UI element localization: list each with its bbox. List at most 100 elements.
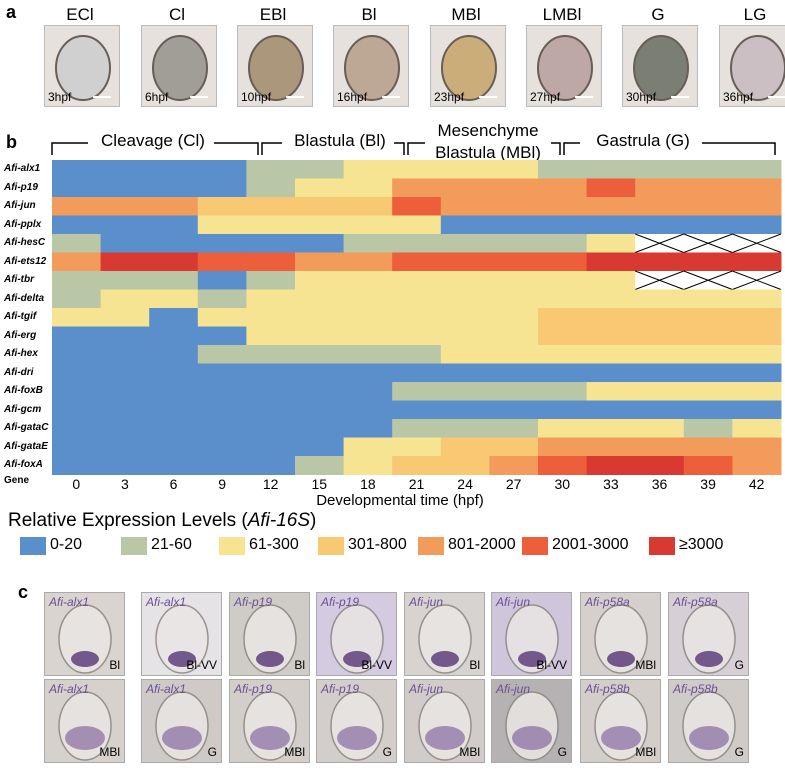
heatmap-cell	[246, 197, 296, 216]
heatmap-cell	[295, 160, 345, 179]
gene-label: Afi-gcm	[4, 403, 42, 415]
time-tick-label: 3	[120, 476, 129, 492]
heatmap-cell	[635, 437, 685, 457]
heatmap-cell	[440, 289, 490, 309]
heatmap-cell	[149, 308, 199, 327]
in-situ-image: Afi-p19 Bl	[229, 592, 310, 676]
scale-bar	[93, 96, 111, 98]
heatmap-cell	[197, 456, 247, 475]
heatmap-cell	[343, 326, 393, 346]
heatmap-cell	[100, 400, 150, 420]
in-situ-image: Afi-p58b MBl	[580, 679, 661, 763]
heatmap-cell	[197, 400, 247, 420]
heatmap-cell	[52, 326, 102, 346]
ish-gene-label: Afi-p19	[321, 595, 360, 609]
heatmap-cell	[732, 382, 782, 401]
heatmap-cell	[489, 326, 539, 346]
hpf-tag: 23hpf	[434, 90, 465, 104]
heatmap-cell	[586, 437, 636, 457]
heatmap-cell	[246, 234, 296, 253]
legend-title-reference: Afi-16S	[247, 510, 311, 531]
heatmap-cell	[683, 289, 733, 309]
hpf-tag: 36hpf	[723, 90, 754, 104]
heatmap-cell	[246, 160, 296, 179]
heatmap-cell	[392, 234, 442, 253]
heatmap-cell	[52, 289, 102, 309]
heatmap-cell	[732, 345, 782, 364]
heatmap-cell	[197, 271, 247, 290]
heatmap-cell	[246, 419, 296, 438]
heatmap-cell	[586, 178, 636, 198]
hpf-tag: 10hpf	[241, 90, 272, 104]
heatmap-cell	[440, 234, 490, 253]
heatmap-cell	[732, 215, 782, 235]
legend-label: 801-2000	[448, 536, 516, 553]
heatmap-cell	[586, 456, 636, 475]
heatmap-cell	[732, 419, 782, 438]
gene-label: Afi-jun	[4, 200, 36, 211]
scale-bar	[382, 96, 400, 98]
ish-gene-label: Afi-p19	[234, 682, 273, 696]
ish-gene-label: Afi-p58b	[673, 682, 718, 696]
panel-letter-c: c	[18, 582, 29, 602]
ish-stage-label: Bl-VV	[361, 658, 392, 672]
ish-gene-label: Afi-p58a	[673, 595, 718, 609]
gene-label: Afi-hex	[4, 348, 38, 359]
stage-label: Cl	[168, 5, 186, 24]
ish-gene-label: Afi-p58b	[585, 682, 630, 696]
heatmap-cell	[392, 252, 442, 272]
heatmap-cell	[52, 382, 102, 401]
heatmap-cell	[343, 160, 393, 179]
heatmap-cell	[295, 326, 345, 346]
legend-swatch	[649, 537, 675, 555]
heatmap-cell	[586, 345, 636, 364]
stage-label: LG	[743, 5, 767, 24]
heatmap-cell	[635, 326, 685, 346]
heatmap-cell	[52, 400, 102, 420]
heatmap-cell	[149, 160, 199, 179]
heatmap-cell	[538, 326, 588, 346]
panel-letter-a: a	[6, 2, 17, 22]
heatmap-cell	[295, 456, 345, 475]
heatmap-cell	[732, 252, 782, 272]
legend-title-close: )	[310, 510, 317, 531]
time-tick-label: 30	[554, 476, 571, 492]
time-tick-label: 6	[169, 476, 178, 492]
heatmap-cell	[683, 308, 733, 327]
heatmap-cell	[100, 308, 150, 327]
in-situ-image: Afi-alx1 Bl-VV	[141, 592, 222, 676]
heatmap-cell	[392, 160, 442, 179]
heatmap-cell	[100, 363, 150, 383]
time-tick-label: 0	[72, 476, 81, 492]
heatmap-cell	[440, 345, 490, 364]
embryo-image: 3hpf	[44, 25, 120, 107]
ish-gene-label: Afi-alx1	[146, 682, 187, 696]
scale-bar	[575, 96, 593, 98]
embryo-image: 23hpf	[430, 25, 506, 107]
gene-label: Afi-dri	[4, 366, 34, 378]
heatmap-cell	[149, 252, 199, 272]
heatmap-cell	[100, 271, 150, 290]
heatmap-cell	[343, 345, 393, 364]
time-tick-label: 27	[505, 476, 522, 492]
gene-label: Afi-tgif	[4, 311, 37, 322]
legend-swatch	[418, 537, 444, 555]
heatmap-cell	[52, 345, 102, 364]
heatmap-cell	[392, 419, 442, 438]
heatmap-cell	[149, 400, 199, 420]
heatmap-cell	[489, 437, 539, 457]
legend-label: 2001-3000	[552, 536, 629, 553]
heatmap-cell	[586, 419, 636, 438]
heatmap-cell	[489, 271, 539, 290]
ish-stage-label: G	[382, 745, 392, 759]
ish-gene-label: Afi-p58a	[585, 595, 630, 609]
scale-bar	[479, 96, 497, 98]
ish-gene-label: Afi-jun	[496, 682, 531, 696]
heatmap-cell	[489, 382, 539, 401]
heatmap-cell	[635, 215, 685, 235]
heatmap-cell	[489, 419, 539, 438]
embryo-image: 16hpf	[333, 25, 409, 107]
heatmap-cell	[295, 363, 345, 383]
heatmap-cell	[392, 345, 442, 364]
heatmap-cell	[149, 437, 199, 457]
